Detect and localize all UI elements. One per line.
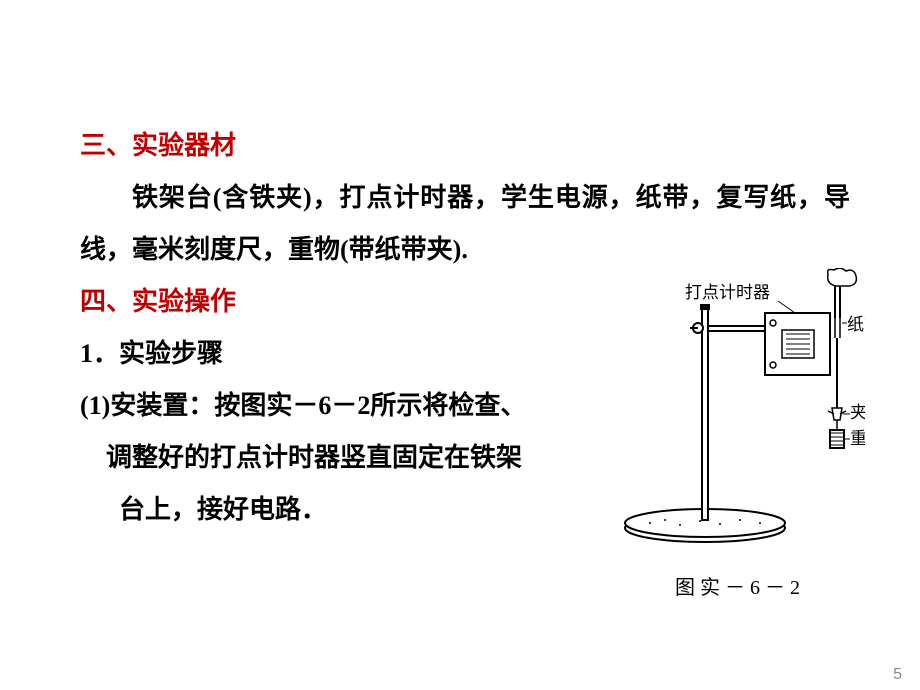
page-number: 5 <box>893 666 902 684</box>
figure-caption: 图 实 － 6 － 2 <box>610 571 865 600</box>
step1-block: (1)安装置：按图实－6－2所示将检查、 调整好的打点计时器竖直固定在铁架 台上… <box>80 380 620 536</box>
section3-body: 铁架台(含铁夹)，打点计时器，学生电源，纸带，复写纸，导线，毫米刻度尺，重物(带… <box>80 172 850 276</box>
slide-content: 三、实验器材 铁架台(含铁夹)，打点计时器，学生电源，纸带，复写纸，导线，毫米刻… <box>0 0 920 536</box>
step1-line3: 台上，接好电路． <box>80 484 620 536</box>
apparatus-diagram: 打点计时器 纸带 夹子 重物 <box>610 268 865 558</box>
label-timer: 打点计时器 <box>685 283 770 302</box>
section3-heading: 三、实验器材 <box>80 120 850 172</box>
experiment-figure: 打点计时器 纸带 夹子 重物 图 实 － 6 － 2 <box>610 268 865 600</box>
step1-line2: 调整好的打点计时器竖直固定在铁架 <box>80 432 620 484</box>
label-clip: 夹子 <box>850 403 865 422</box>
label-tape: 纸带 <box>847 315 865 334</box>
step1-line1: (1)安装置：按图实－6－2所示将检查、 <box>80 380 620 432</box>
label-weight: 重物 <box>850 429 865 448</box>
